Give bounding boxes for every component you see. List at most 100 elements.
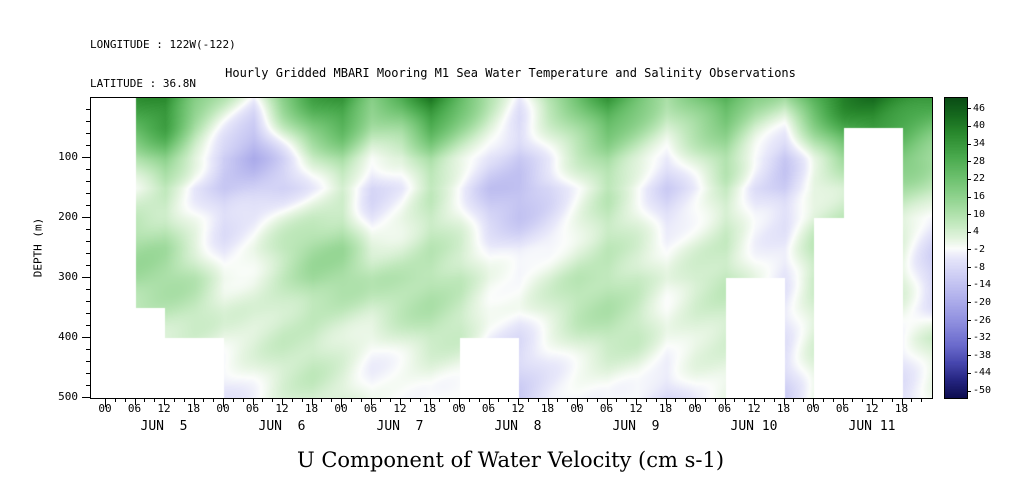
x-tick (488, 398, 490, 405)
x-tick (783, 398, 785, 405)
y-tick-label: 100 (58, 150, 78, 163)
x-hour-label: 18 (186, 402, 201, 415)
x-hour-label: 18 (658, 402, 673, 415)
x-tick (901, 398, 903, 405)
colorbar-tick-label: -8 (973, 261, 986, 273)
y-tick (82, 336, 90, 338)
x-hour-label: 00 (98, 402, 112, 415)
x-hour-label: 18 (422, 402, 437, 415)
plot-area (90, 97, 933, 399)
y-tick-label: 400 (58, 330, 78, 343)
plot-title: Hourly Gridded MBARI Mooring M1 Sea Wate… (225, 66, 796, 80)
x-tick (518, 398, 519, 405)
x-tick (311, 398, 313, 405)
x-tick (341, 398, 342, 407)
colorbar-tick-label: -2 (973, 243, 986, 255)
colorbar-tick-label: 40 (973, 120, 986, 132)
day-label: JUN 6 (258, 419, 306, 434)
x-hour-label: 00 (334, 402, 348, 415)
x-hour-label: 12 (393, 402, 407, 415)
colorbar-tick-label: -14 (973, 279, 992, 291)
x-tick (252, 398, 254, 405)
colorbar-tick-label: 22 (973, 173, 986, 185)
x-hour-label: 18 (776, 402, 791, 415)
x-tick (724, 398, 726, 405)
x-hour-label: 06 (835, 402, 850, 415)
colorbar-tick-label: -32 (973, 332, 992, 344)
colorbar-tick-label: 10 (973, 208, 986, 220)
x-hour-label: 18 (304, 402, 319, 415)
day-label: JUN 9 (612, 419, 660, 434)
day-label: JUN 5 (140, 419, 188, 434)
x-hour-label: 00 (452, 402, 466, 415)
x-tick (193, 398, 195, 405)
x-axis-title: U Component of Water Velocity (cm s-1) (296, 448, 725, 472)
colorbar-tick-label: 46 (973, 102, 986, 114)
x-tick (813, 398, 814, 407)
x-hour-label: 18 (894, 402, 909, 415)
x-hour-label: 12 (511, 402, 525, 415)
x-hour-label: 06 (599, 402, 614, 415)
latitude-text: LATITUDE : 36.8N (90, 77, 196, 90)
heatmap-canvas (91, 98, 932, 398)
x-tick (665, 398, 667, 405)
x-tick (370, 398, 372, 405)
x-hour-label: 00 (570, 402, 584, 415)
colorbar-canvas (945, 98, 967, 398)
x-tick (842, 398, 844, 405)
x-hour-label: 00 (216, 402, 230, 415)
x-tick (459, 398, 460, 407)
y-axis-label: DEPTH (m) (30, 97, 46, 397)
x-tick (164, 398, 165, 405)
y-tick (82, 276, 90, 278)
x-hour-label: 06 (127, 402, 142, 415)
x-hour-label: 06 (363, 402, 378, 415)
colorbar-tick-label: 34 (973, 138, 986, 150)
x-hour-label: 12 (275, 402, 289, 415)
x-hour-label: 06 (481, 402, 496, 415)
x-hour-label: 06 (245, 402, 260, 415)
colorbar-tick-label: -20 (973, 296, 992, 308)
x-tick (400, 398, 401, 405)
x-hour-label: 00 (688, 402, 702, 415)
x-tick (754, 398, 755, 405)
longitude-text: LONGITUDE : 122W(-122) (90, 38, 236, 51)
x-tick (105, 398, 106, 407)
y-tick-label: 300 (58, 270, 78, 283)
x-tick (429, 398, 431, 405)
x-hour-label: 18 (540, 402, 555, 415)
y-tick-label: 200 (58, 210, 78, 223)
x-tick (577, 398, 578, 407)
day-label: JUN 8 (494, 419, 542, 434)
x-tick (606, 398, 608, 405)
colorbar (944, 97, 968, 399)
colorbar-tick-label: -38 (973, 349, 992, 361)
colorbar-tick-label: -26 (973, 314, 992, 326)
y-tick (82, 156, 90, 158)
x-hour-label: 12 (629, 402, 643, 415)
colorbar-tick-label: 16 (973, 191, 986, 202)
x-tick (282, 398, 283, 405)
y-tick-label: 500 (58, 390, 78, 403)
day-label: JUN 7 (376, 419, 424, 434)
colorbar-tick-label: 4 (973, 226, 980, 238)
day-label: JUN 11 (848, 419, 896, 434)
x-tick (134, 398, 136, 405)
x-tick (695, 398, 696, 407)
x-tick (872, 398, 873, 405)
x-hour-label: 12 (865, 402, 879, 415)
colorbar-tick-label: -44 (973, 367, 992, 379)
x-tick (223, 398, 224, 407)
y-tick (82, 396, 90, 398)
x-tick (636, 398, 637, 405)
colorbar-tick-label: -50 (973, 385, 992, 397)
day-label: JUN 10 (730, 419, 778, 434)
x-tick (547, 398, 549, 405)
y-axis-label-text: DEPTH (m) (31, 217, 45, 277)
x-hour-label: 06 (717, 402, 732, 415)
colorbar-tick-label: 28 (973, 155, 986, 167)
y-tick (82, 216, 90, 218)
x-hour-label: 12 (747, 402, 761, 415)
x-hour-label: 00 (806, 402, 820, 415)
